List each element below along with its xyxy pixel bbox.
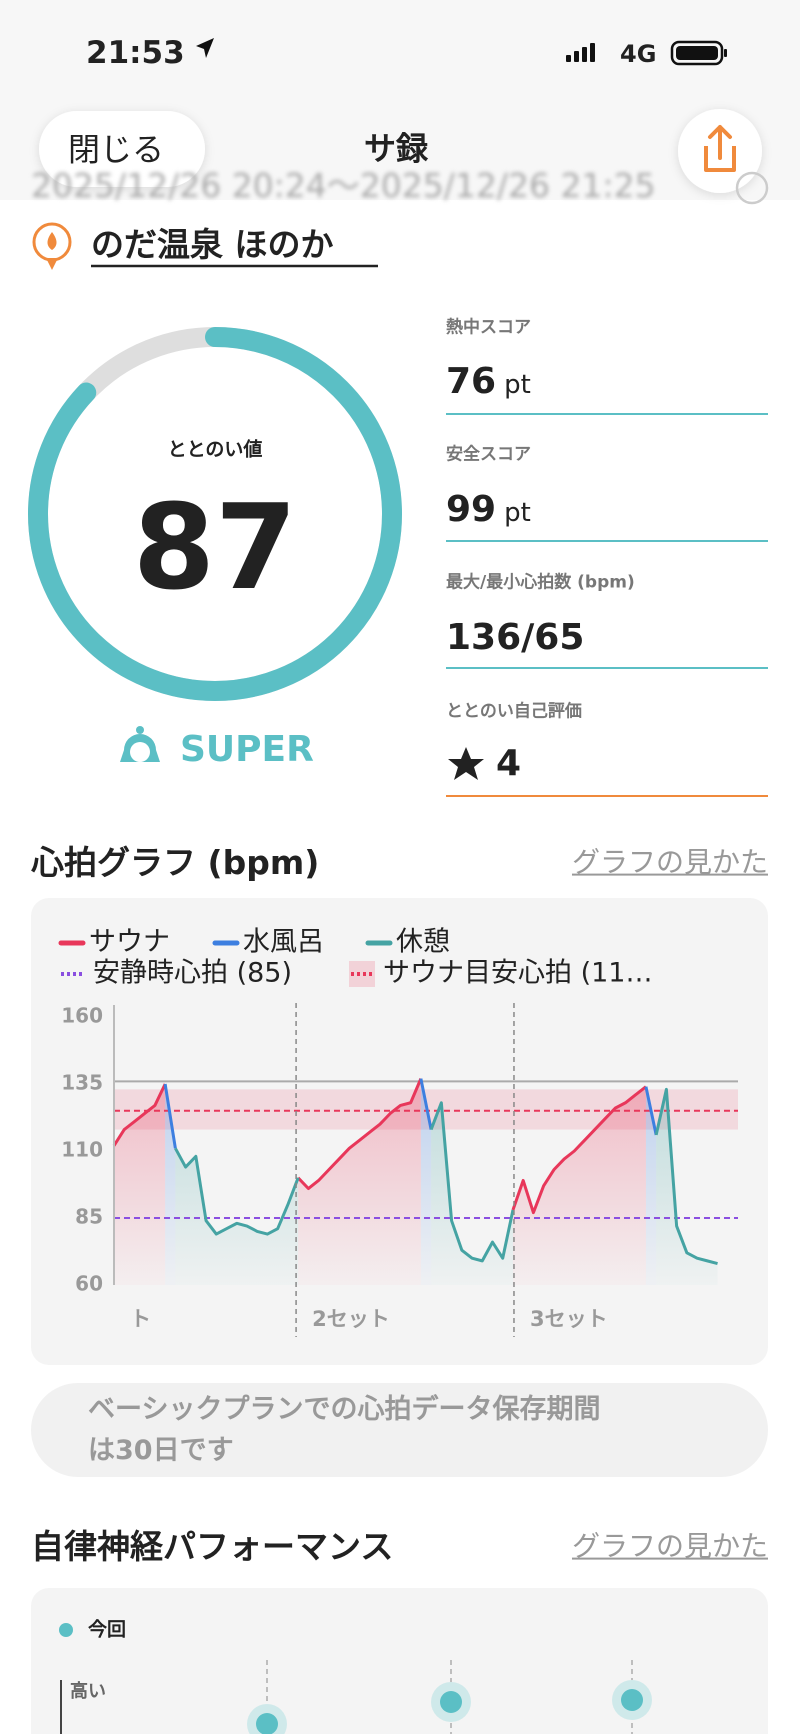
- share-arrow[interactable]: [708, 125, 732, 160]
- facility-icon-flame: [47, 232, 57, 250]
- section-title: 自律神経パフォーマンス: [31, 1526, 394, 1566]
- battery-tip: [724, 49, 727, 57]
- series-line: [174, 1087, 718, 1266]
- set-label: ト: [130, 1307, 151, 1331]
- stat-label: ととのい自己評価: [446, 701, 582, 722]
- level-icon-face: [130, 742, 150, 762]
- close-button[interactable]: 閉じる: [68, 130, 165, 169]
- stat-label: 熱中スコア: [446, 317, 531, 338]
- stat-unit: pt: [504, 370, 531, 401]
- y-tick-label: 160: [61, 1004, 103, 1028]
- help-link[interactable]: グラフの見かた: [571, 1529, 768, 1563]
- point: [256, 1713, 278, 1734]
- legend-label: 休憩: [396, 927, 450, 958]
- battery: [670, 40, 724, 66]
- status-network: 4G: [620, 39, 657, 68]
- series-line: [112, 1078, 647, 1215]
- series-area: [175, 1089, 718, 1285]
- header-title: サ録: [364, 129, 429, 168]
- stat-value: 4: [496, 743, 522, 785]
- help-button[interactable]: [735, 171, 769, 205]
- point: [440, 1691, 462, 1713]
- status-time: 21:53: [86, 34, 185, 71]
- set-label: 3セット: [530, 1307, 608, 1331]
- level-icon-top: [136, 726, 144, 734]
- stat-label: 安全スコア: [446, 444, 531, 465]
- y-tick-label: 85: [75, 1205, 103, 1229]
- gauge-title: ととのい値: [167, 438, 263, 461]
- signal-bar: [574, 51, 579, 62]
- notice-text: は30日です: [88, 1435, 234, 1467]
- notice-card: [31, 1383, 768, 1477]
- facility-icon-pin: [46, 258, 58, 270]
- help-link[interactable]: グラフの見かた: [571, 845, 768, 879]
- stat-value: 136/65: [446, 617, 585, 659]
- axis-label: 高い: [70, 1681, 106, 1703]
- location-icon: [196, 38, 214, 58]
- facility-name[interactable]: のだ温泉 ほのか: [91, 224, 334, 264]
- legend-label: 今回: [88, 1618, 127, 1641]
- share-icon[interactable]: [704, 146, 736, 172]
- stat-label: 最大/最小心拍数 (bpm): [446, 572, 635, 593]
- stat-number: 99: [446, 489, 497, 531]
- close-button-bg[interactable]: [39, 111, 205, 187]
- star-icon: [448, 747, 484, 780]
- section-title: 心拍グラフ (bpm): [31, 842, 320, 882]
- gauge-arc: [28, 327, 402, 701]
- stat-unit: pt: [504, 498, 531, 529]
- set-label: 2セット: [312, 1307, 390, 1331]
- legend-label: 安静時心拍 (85): [93, 958, 292, 989]
- legend-label: サウナ目安心拍 (11…: [383, 958, 652, 989]
- signal-bar: [582, 47, 587, 62]
- signal-bar: [566, 55, 571, 62]
- stat-value: 76 pt: [446, 362, 531, 402]
- battery-level: [676, 46, 718, 60]
- signal-bar: [590, 43, 595, 62]
- y-tick-label: 110: [61, 1138, 103, 1162]
- legend-marker: [59, 1623, 73, 1637]
- stat-value: 99 pt: [446, 490, 531, 530]
- legend-label: サウナ: [89, 927, 170, 958]
- legend-label: 水風呂: [243, 927, 324, 958]
- y-tick-label: 135: [61, 1071, 103, 1095]
- gauge-level: SUPER: [180, 729, 314, 771]
- gauge-value: 87: [132, 478, 298, 617]
- autonomic-card: [31, 1588, 768, 1734]
- y-tick-label: 60: [75, 1272, 103, 1296]
- notice-text: ベーシックプランでの心拍データ保存期間: [88, 1394, 601, 1426]
- series-line: [163, 1078, 658, 1149]
- point: [621, 1689, 643, 1711]
- date-range: 2025/12/26 20:24〜2025/12/26 21:25: [31, 165, 656, 205]
- stat-number: 76: [446, 361, 497, 403]
